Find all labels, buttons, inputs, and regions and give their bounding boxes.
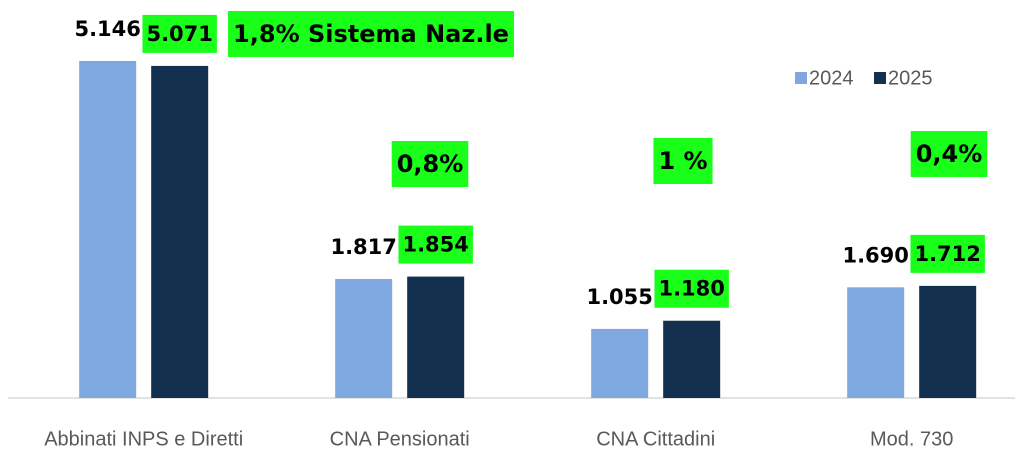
value-label: 1.854: [402, 233, 468, 257]
bar: [151, 65, 209, 398]
annotation-highlight: [228, 11, 514, 57]
x-tick-label: Abbinati INPS e Diretti: [44, 428, 243, 450]
value-label: 1.055: [586, 285, 652, 309]
x-tick-label: CNA Cittadini: [596, 428, 715, 450]
value-label: 1.712: [914, 242, 980, 266]
bar: [847, 287, 905, 398]
value-label-highlight: [142, 14, 217, 53]
annotation-highlight: [391, 141, 469, 187]
legend-label: 2025: [888, 67, 933, 89]
bar: [407, 276, 465, 398]
bar: [335, 279, 393, 398]
annotation-highlight: [910, 131, 988, 177]
legend-swatch: [874, 72, 886, 84]
annotation: 0,8%: [397, 150, 464, 178]
bar: [591, 328, 649, 398]
value-label: 5.146: [74, 17, 140, 41]
bar: [663, 320, 721, 398]
value-label: 5.071: [146, 22, 212, 46]
x-tick-label: CNA Pensionati: [330, 428, 470, 450]
bar: [79, 61, 137, 398]
annotation: 1 %: [658, 147, 707, 175]
value-label: 1.817: [330, 235, 396, 259]
legend-swatch: [795, 72, 807, 84]
bar: [919, 285, 977, 398]
annotation: 1,8% Sistema Naz.le: [233, 20, 509, 48]
annotation: 0,4%: [916, 140, 983, 168]
value-label: 1.690: [842, 243, 908, 267]
x-tick-label: Mod. 730: [870, 428, 953, 450]
value-label-highlight: [398, 225, 473, 264]
value-label-highlight: [910, 234, 985, 273]
value-label: 1.180: [658, 277, 724, 301]
annotation-highlight: [653, 138, 713, 184]
legend-label: 2024: [809, 67, 854, 89]
value-label-highlight: [654, 269, 729, 308]
